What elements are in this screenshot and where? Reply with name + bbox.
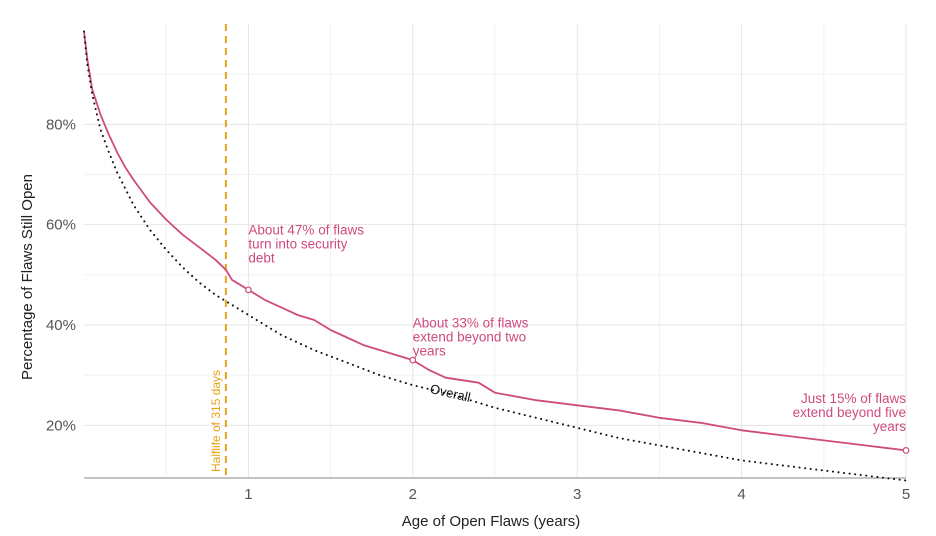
y-tick-label: 20% — [46, 417, 76, 434]
y-tick-label: 60% — [46, 217, 76, 234]
annotations: About 47% of flaws turn into security debt… — [248, 223, 906, 434]
overall-series-label: Overall — [429, 381, 473, 405]
series-line-flaws — [83, 30, 907, 452]
x-tick-label: 4 — [737, 486, 745, 503]
annotation-line: About 47% of flaws — [248, 223, 364, 238]
annotation-line: extend beyond two — [413, 330, 526, 345]
x-tick-label: 3 — [573, 486, 581, 503]
highlight-points — [244, 286, 910, 454]
highlight-point — [244, 286, 252, 294]
annotation-line: years — [413, 344, 446, 359]
halflife-label: Halflife of 315 days — [209, 370, 223, 472]
halflife-marker: Halflife of 315 days — [209, 24, 227, 478]
x-tick-label: 1 — [244, 486, 252, 503]
annotation-line: extend beyond five — [793, 405, 906, 420]
highlight-point — [902, 447, 910, 454]
x-tick-label: 5 — [902, 486, 910, 503]
highlight-point — [409, 356, 417, 364]
series-line-overall — [83, 30, 907, 482]
grid-lines — [84, 24, 907, 478]
annotation-text: About 33% of flaws extend beyond two years — [413, 316, 529, 359]
y-tick-label: 40% — [46, 317, 76, 334]
annotation-line: years — [873, 419, 906, 434]
x-axis-ticks: 1 2 3 4 5 — [244, 486, 910, 503]
annotation-text: About 47% of flaws turn into security debt — [248, 223, 364, 266]
annotation-line: Just 15% of flaws — [801, 391, 906, 406]
y-axis-title: Percentage of Flaws Still Open — [19, 174, 36, 380]
annotation-line: turn into security — [248, 237, 347, 252]
x-axis-title: Age of Open Flaws (years) — [402, 513, 580, 530]
annotation-line: About 33% of flaws — [413, 316, 529, 331]
annotation-text: Just 15% of flaws extend beyond five years — [793, 391, 907, 434]
y-axis-ticks: 20% 40% 60% 80% — [46, 116, 76, 434]
series-lines — [83, 30, 907, 482]
annotation-line: debt — [248, 251, 275, 266]
x-tick-label: 2 — [409, 486, 417, 503]
y-tick-label: 80% — [46, 116, 76, 133]
